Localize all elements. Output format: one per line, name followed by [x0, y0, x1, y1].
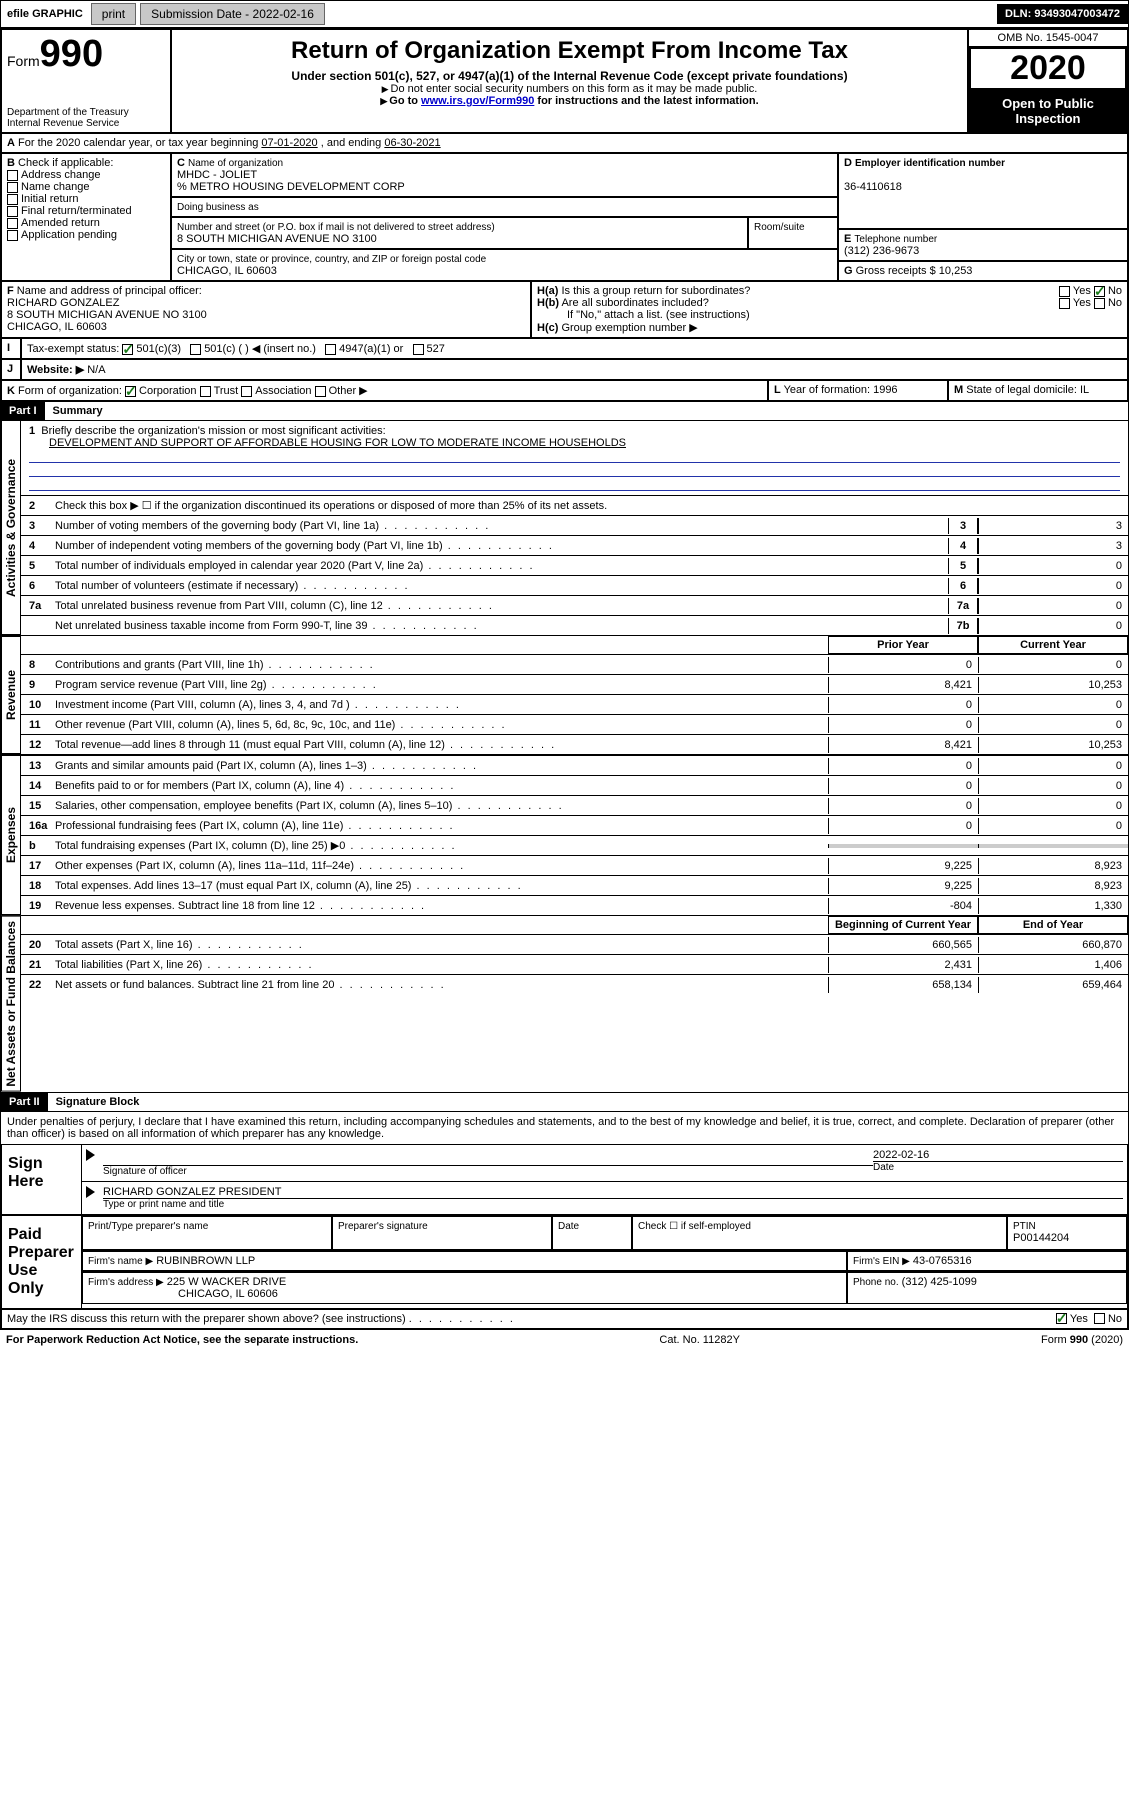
page-footer: For Paperwork Reduction Act Notice, see …: [0, 1330, 1129, 1350]
irs-link[interactable]: www.irs.gov/Form990: [421, 95, 534, 107]
trust-checkbox[interactable]: [200, 386, 211, 397]
box-b: B Check if applicable: Address change Na…: [1, 153, 171, 281]
table-row: 7aTotal unrelated business revenue from …: [21, 595, 1128, 615]
box-c-street: Number and street (or P.O. box if mail i…: [171, 217, 748, 249]
sign-here-label: Sign Here: [2, 1145, 82, 1214]
box-h: H(a) Is this a group return for subordin…: [531, 281, 1128, 338]
addr-change-checkbox[interactable]: [7, 170, 18, 181]
discuss-yes-checkbox[interactable]: [1056, 1313, 1067, 1324]
amended-checkbox[interactable]: [7, 218, 18, 229]
table-row: 3Number of voting members of the governi…: [21, 515, 1128, 535]
rev-label: Revenue: [1, 636, 21, 754]
form-header: Form990 Department of the Treasury Inter…: [1, 29, 1128, 133]
corp-checkbox[interactable]: [125, 386, 136, 397]
box-e: E Telephone number (312) 236-9673: [838, 229, 1128, 261]
part1-title: Summary: [45, 402, 111, 420]
topbar: efile GRAPHIC print Submission Date - 20…: [0, 0, 1129, 28]
arrow-icon: [86, 1149, 95, 1161]
label-j: J: [1, 359, 21, 380]
note-ssn: Do not enter social security numbers on …: [177, 83, 962, 95]
table-row: 21Total liabilities (Part X, line 26)2,4…: [21, 954, 1128, 974]
box-j: Website: ▶ N/A: [21, 359, 1128, 380]
form-subtitle: Under section 501(c), 527, or 4947(a)(1)…: [177, 69, 962, 83]
table-row: 11Other revenue (Part VIII, column (A), …: [21, 714, 1128, 734]
table-row: 19Revenue less expenses. Subtract line 1…: [21, 895, 1128, 915]
ha-no-checkbox[interactable]: [1094, 286, 1105, 297]
initial-return-checkbox[interactable]: [7, 194, 18, 205]
tax-year: 2020: [969, 47, 1127, 90]
app-pending-checkbox[interactable]: [7, 230, 18, 241]
part2-title: Signature Block: [48, 1093, 148, 1111]
table-row: 8Contributions and grants (Part VIII, li…: [21, 654, 1128, 674]
discuss-no-checkbox[interactable]: [1094, 1313, 1105, 1324]
box-l: L Year of formation: 1996: [768, 380, 948, 401]
form-number: Form990: [7, 33, 165, 76]
tax-period: A For the 2020 calendar year, or tax yea…: [1, 133, 1128, 153]
other-checkbox[interactable]: [315, 386, 326, 397]
assoc-checkbox[interactable]: [241, 386, 252, 397]
paid-preparer-label: Paid Preparer Use Only: [2, 1216, 82, 1308]
part2-header: Part II: [1, 1093, 48, 1111]
arrow-icon: [86, 1186, 95, 1198]
table-row: 16aProfessional fundraising fees (Part I…: [21, 815, 1128, 835]
gov-label: Activities & Governance: [1, 420, 21, 635]
table-row: 18Total expenses. Add lines 13–17 (must …: [21, 875, 1128, 895]
efile-label: efile GRAPHIC: [1, 5, 89, 23]
end-year-header: End of Year: [978, 916, 1128, 934]
hb-yes-checkbox[interactable]: [1059, 298, 1070, 309]
table-row: 20Total assets (Part X, line 16)660,5656…: [21, 934, 1128, 954]
begin-year-header: Beginning of Current Year: [828, 916, 978, 934]
box-i: Tax-exempt status: 501(c)(3) 501(c) ( ) …: [21, 338, 1128, 359]
net-label: Net Assets or Fund Balances: [1, 916, 21, 1092]
box-d: D Employer identification number 36-4110…: [838, 153, 1128, 229]
box-g: G Gross receipts $ 10,253: [838, 261, 1128, 281]
table-row: 17Other expenses (Part IX, column (A), l…: [21, 855, 1128, 875]
part1-header: Part I: [1, 402, 45, 420]
box-c-city: City or town, state or province, country…: [171, 249, 838, 281]
form-title: Return of Organization Exempt From Incom…: [177, 37, 962, 65]
table-row: 22Net assets or fund balances. Subtract …: [21, 974, 1128, 994]
inspection-label: Open to Public Inspection: [969, 90, 1127, 132]
501c3-checkbox[interactable]: [122, 344, 133, 355]
current-year-header: Current Year: [978, 636, 1128, 654]
527-checkbox[interactable]: [413, 344, 424, 355]
table-row: 12Total revenue—add lines 8 through 11 (…: [21, 734, 1128, 754]
table-row: 13Grants and similar amounts paid (Part …: [21, 755, 1128, 775]
box-k: K Form of organization: Corporation Trus…: [1, 380, 768, 401]
table-row: 9Program service revenue (Part VIII, lin…: [21, 674, 1128, 694]
table-row: bTotal fundraising expenses (Part IX, co…: [21, 835, 1128, 855]
box-c-dba: Doing business as: [171, 197, 838, 217]
ha-yes-checkbox[interactable]: [1059, 286, 1070, 297]
box-f: F Name and address of principal officer:…: [1, 281, 531, 338]
box-c-room: Room/suite: [748, 217, 838, 249]
4947-checkbox[interactable]: [325, 344, 336, 355]
dln-label: DLN: 93493047003472: [997, 4, 1128, 24]
prior-year-header: Prior Year: [828, 636, 978, 654]
table-row: 15Salaries, other compensation, employee…: [21, 795, 1128, 815]
omb-number: OMB No. 1545-0047: [969, 30, 1127, 47]
discuss-row: May the IRS discuss this return with the…: [1, 1309, 1128, 1329]
table-row: Net unrelated business taxable income fr…: [21, 615, 1128, 635]
name-change-checkbox[interactable]: [7, 182, 18, 193]
exp-label: Expenses: [1, 755, 21, 915]
table-row: 14Benefits paid to or for members (Part …: [21, 775, 1128, 795]
submission-button[interactable]: Submission Date - 2022-02-16: [140, 3, 325, 25]
table-row: 6Total number of volunteers (estimate if…: [21, 575, 1128, 595]
table-row: 5Total number of individuals employed in…: [21, 555, 1128, 575]
box-c-name: C Name of organization MHDC - JOLIET % M…: [171, 153, 838, 197]
dept-label: Department of the Treasury Internal Reve…: [7, 107, 165, 129]
declaration: Under penalties of perjury, I declare th…: [1, 1111, 1128, 1144]
mission-text: DEVELOPMENT AND SUPPORT OF AFFORDABLE HO…: [29, 437, 1120, 449]
final-return-checkbox[interactable]: [7, 206, 18, 217]
hb-no-checkbox[interactable]: [1094, 298, 1105, 309]
table-row: 10Investment income (Part VIII, column (…: [21, 694, 1128, 714]
label-i: I: [1, 338, 21, 359]
table-row: 4Number of independent voting members of…: [21, 535, 1128, 555]
print-button[interactable]: print: [91, 3, 136, 25]
box-m: M State of legal domicile: IL: [948, 380, 1128, 401]
501c-checkbox[interactable]: [190, 344, 201, 355]
note-link: Go to www.irs.gov/Form990 for instructio…: [177, 95, 962, 107]
